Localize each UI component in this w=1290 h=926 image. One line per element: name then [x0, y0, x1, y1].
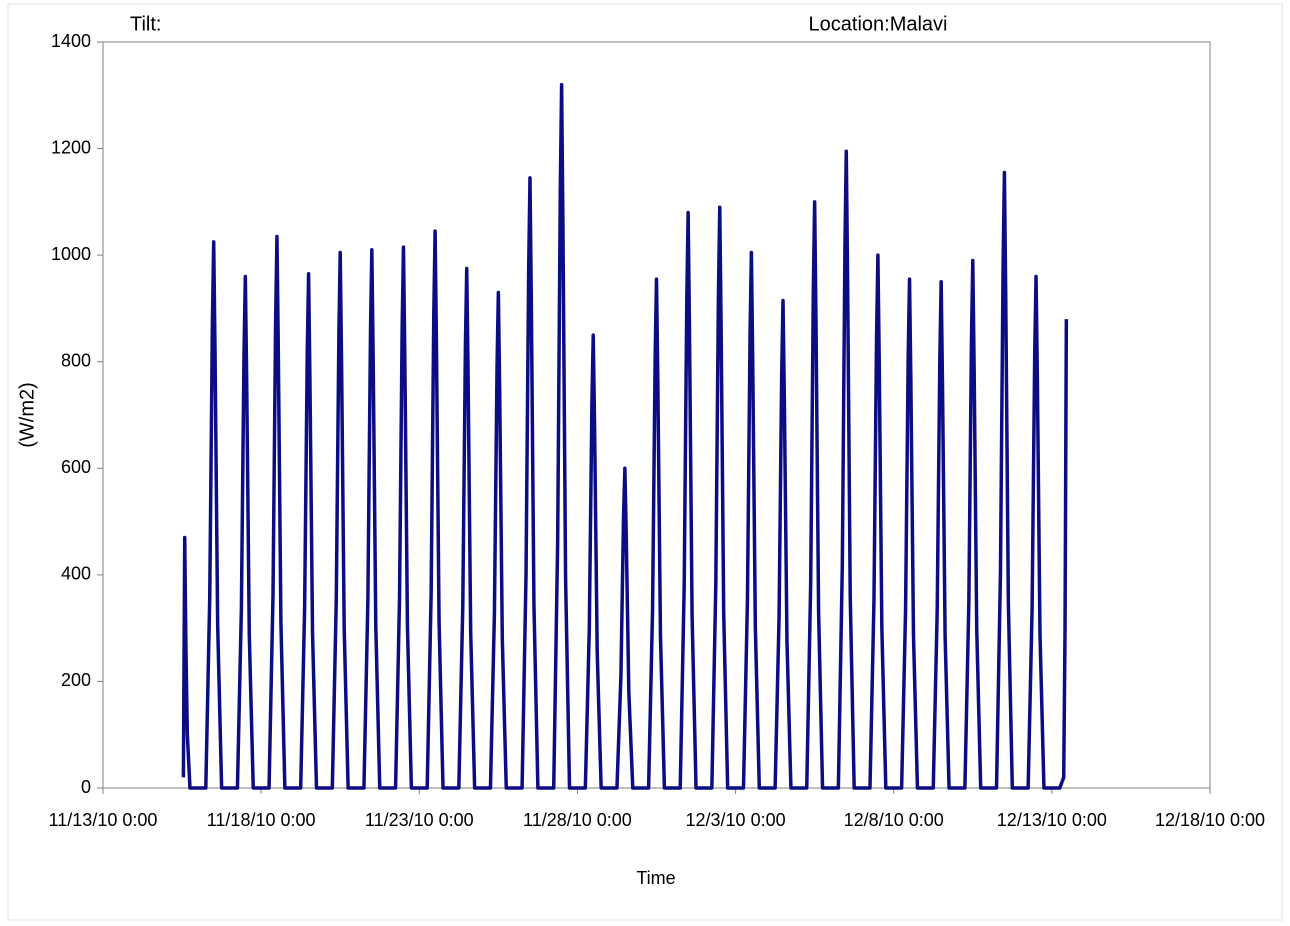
y-tick-label: 600	[61, 457, 91, 477]
y-tick-label: 800	[61, 350, 91, 370]
data-line	[181, 82, 1069, 790]
chart-title: Tilt:	[130, 13, 161, 35]
x-tick-label: 12/3/10 0:00	[686, 810, 786, 830]
y-tick-label: 200	[61, 670, 91, 690]
x-tick-label: 11/28/10 0:00	[523, 810, 632, 830]
y-tick-label: 400	[61, 564, 91, 584]
y-tick-label: 1000	[51, 244, 91, 264]
x-tick-label: 12/18/10 0:00	[1155, 810, 1265, 830]
x-tick-label: 12/13/10 0:00	[997, 810, 1107, 830]
chart-frame	[7, 3, 1283, 921]
y-axis-label: (W/m2)	[16, 382, 38, 448]
x-tick-label: 11/23/10 0:00	[365, 810, 474, 830]
y-tick-label: 0	[81, 777, 91, 797]
y-tick-label: 1400	[51, 31, 91, 51]
x-tick-label: 11/13/10 0:00	[49, 810, 158, 830]
y-tick-label: 1200	[51, 137, 91, 157]
plot-area	[102, 41, 1211, 789]
x-tick-label: 12/8/10 0:00	[844, 810, 944, 830]
chart-subtitle: Location:Malavi	[809, 13, 948, 35]
x-tick-label: 11/18/10 0:00	[207, 810, 316, 830]
x-axis-label: Time	[636, 868, 675, 888]
